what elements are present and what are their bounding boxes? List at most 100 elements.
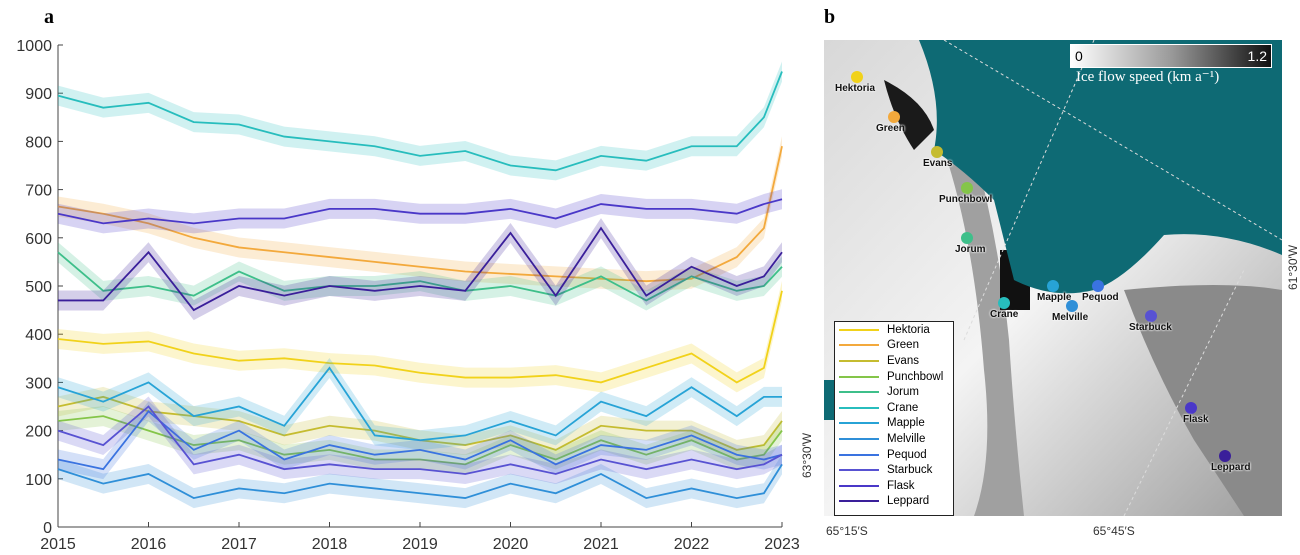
legend-item: Jorum — [835, 384, 953, 400]
legend-item: Green — [835, 338, 953, 354]
legend-item: Leppard — [835, 494, 953, 510]
legend-swatch — [839, 328, 879, 331]
glacier-marker-leppard — [1219, 450, 1231, 462]
glacier-marker-pequod — [1092, 280, 1104, 292]
x-tick-label: 2021 — [583, 536, 619, 553]
legend-label: Evans — [887, 354, 919, 367]
band-melville — [58, 454, 782, 509]
coord-right: 61°30′W — [1286, 244, 1300, 290]
glacier-marker-punchbowl — [961, 182, 973, 194]
colorbar-title: Ice flow speed (km a⁻¹) — [1076, 69, 1220, 85]
coord-left: 63°30′W — [800, 432, 814, 478]
glacier-label-mapple: Mapple — [1037, 292, 1072, 303]
grid-line-2 — [963, 40, 1095, 341]
band-hektoria — [58, 280, 782, 393]
glacier-marker-mapple — [1047, 280, 1059, 292]
y-tick-label: 500 — [25, 279, 52, 296]
glacier-label-leppard: Leppard — [1211, 462, 1251, 473]
y-tick-label: 400 — [25, 327, 52, 344]
x-tick-label: 2016 — [131, 536, 167, 553]
coord-bottom-left: 65°15′S — [826, 524, 868, 538]
legend-item: Melville — [835, 431, 953, 447]
series-line-leppard — [58, 226, 783, 312]
colorbar-min: 0 — [1075, 48, 1083, 64]
glacier-label-melville: Melville — [1052, 312, 1089, 323]
x-tick-label: 2015 — [40, 536, 76, 553]
series-line-starbuck — [57, 405, 783, 475]
legend-label: Flask — [887, 479, 915, 492]
series-line-hektoria — [57, 290, 783, 384]
legend-swatch — [839, 406, 879, 409]
x-tick-label: 2019 — [402, 536, 438, 553]
ocean-left — [824, 380, 834, 420]
x-tick-label: 2017 — [221, 536, 257, 553]
legend-item: Flask — [835, 478, 953, 494]
y-tick-label: 200 — [25, 424, 52, 441]
legend-label: Leppard — [887, 495, 930, 508]
band-flask — [58, 189, 782, 234]
glacier-marker-hektoria — [851, 71, 863, 83]
series-line-crane — [57, 71, 783, 172]
legend-label: Crane — [887, 401, 919, 414]
legend-label: Punchbowl — [887, 370, 944, 383]
panel-b-label: b — [824, 6, 836, 28]
legend-swatch — [839, 375, 879, 378]
glacier-label-pequod: Pequod — [1082, 292, 1119, 303]
line-chart: 0 100 200 300 400 500 600 700 800 900 1000 2015 2016… — [16, 38, 799, 553]
glacier-marker-flask — [1185, 402, 1197, 414]
legend-item: Starbuck — [835, 462, 953, 478]
band-crane — [58, 61, 782, 181]
legend-swatch — [839, 469, 879, 472]
x-tick-label: 2020 — [493, 536, 529, 553]
legend-item: Crane — [835, 400, 953, 416]
legend-label: Melville — [887, 432, 926, 445]
glacier-label-jorum: Jorum — [955, 244, 986, 255]
band-pequod — [58, 401, 782, 480]
legend-label: Starbuck — [887, 464, 933, 477]
y-tick-label: 100 — [25, 472, 52, 489]
legend-swatch — [839, 344, 879, 347]
coord-bottom-mid: 65°45′S — [1093, 524, 1135, 538]
legend-label: Mapple — [887, 417, 925, 430]
glacier-marker-starbuck — [1145, 310, 1157, 322]
glacier-marker-evans — [931, 146, 943, 158]
legend: Hektoria Green Evans Punchbowl Jorum Crane Map… — [834, 321, 954, 516]
glacier-marker-crane — [998, 297, 1010, 309]
glacier-label-starbuck: Starbuck — [1129, 322, 1172, 333]
legend-swatch — [839, 391, 879, 394]
legend-item: Pequod — [835, 447, 953, 463]
y-tick-label: 600 — [25, 231, 52, 248]
legend-item: Hektoria — [835, 322, 953, 338]
x-tick-label: 2022 — [674, 536, 710, 553]
series-line-mapple — [57, 366, 782, 442]
band-mapple — [58, 357, 782, 451]
glacier-marker-jorum — [961, 232, 973, 244]
legend-label: Pequod — [887, 448, 927, 461]
glacier-label-hektoria: Hektoria — [835, 83, 876, 94]
y-tick-label: 300 — [25, 375, 52, 392]
glacier-label-flask: Flask — [1183, 414, 1209, 425]
series-line-jorum — [57, 251, 783, 302]
glacier-label-crane: Crane — [990, 309, 1019, 320]
series-line-melville — [57, 463, 783, 500]
glacier-label-green: Green — [876, 123, 905, 134]
y-tick-label: 900 — [25, 86, 52, 103]
grid-line-3 — [1123, 269, 1245, 516]
colorbar-max: 1.2 — [1247, 48, 1267, 64]
legend-item: Mapple — [835, 416, 953, 432]
glacier-flow-flask — [1124, 285, 1282, 516]
glacier-label-evans: Evans — [923, 158, 953, 169]
panel-a-label: a — [44, 6, 54, 28]
legend-label: Jorum — [887, 386, 919, 399]
hektoria-front — [884, 80, 934, 150]
legend-swatch — [839, 422, 879, 425]
ocean — [919, 40, 1282, 294]
y-tick-label: 800 — [25, 134, 52, 151]
legend-item: Punchbowl — [835, 369, 953, 385]
glacier-marker-green — [888, 111, 900, 123]
band-green — [58, 136, 782, 292]
y-tick-label: 1000 — [16, 38, 52, 55]
y-tick-label: 700 — [25, 183, 52, 200]
series-line-green — [57, 146, 783, 283]
series-line-flask — [57, 198, 783, 225]
